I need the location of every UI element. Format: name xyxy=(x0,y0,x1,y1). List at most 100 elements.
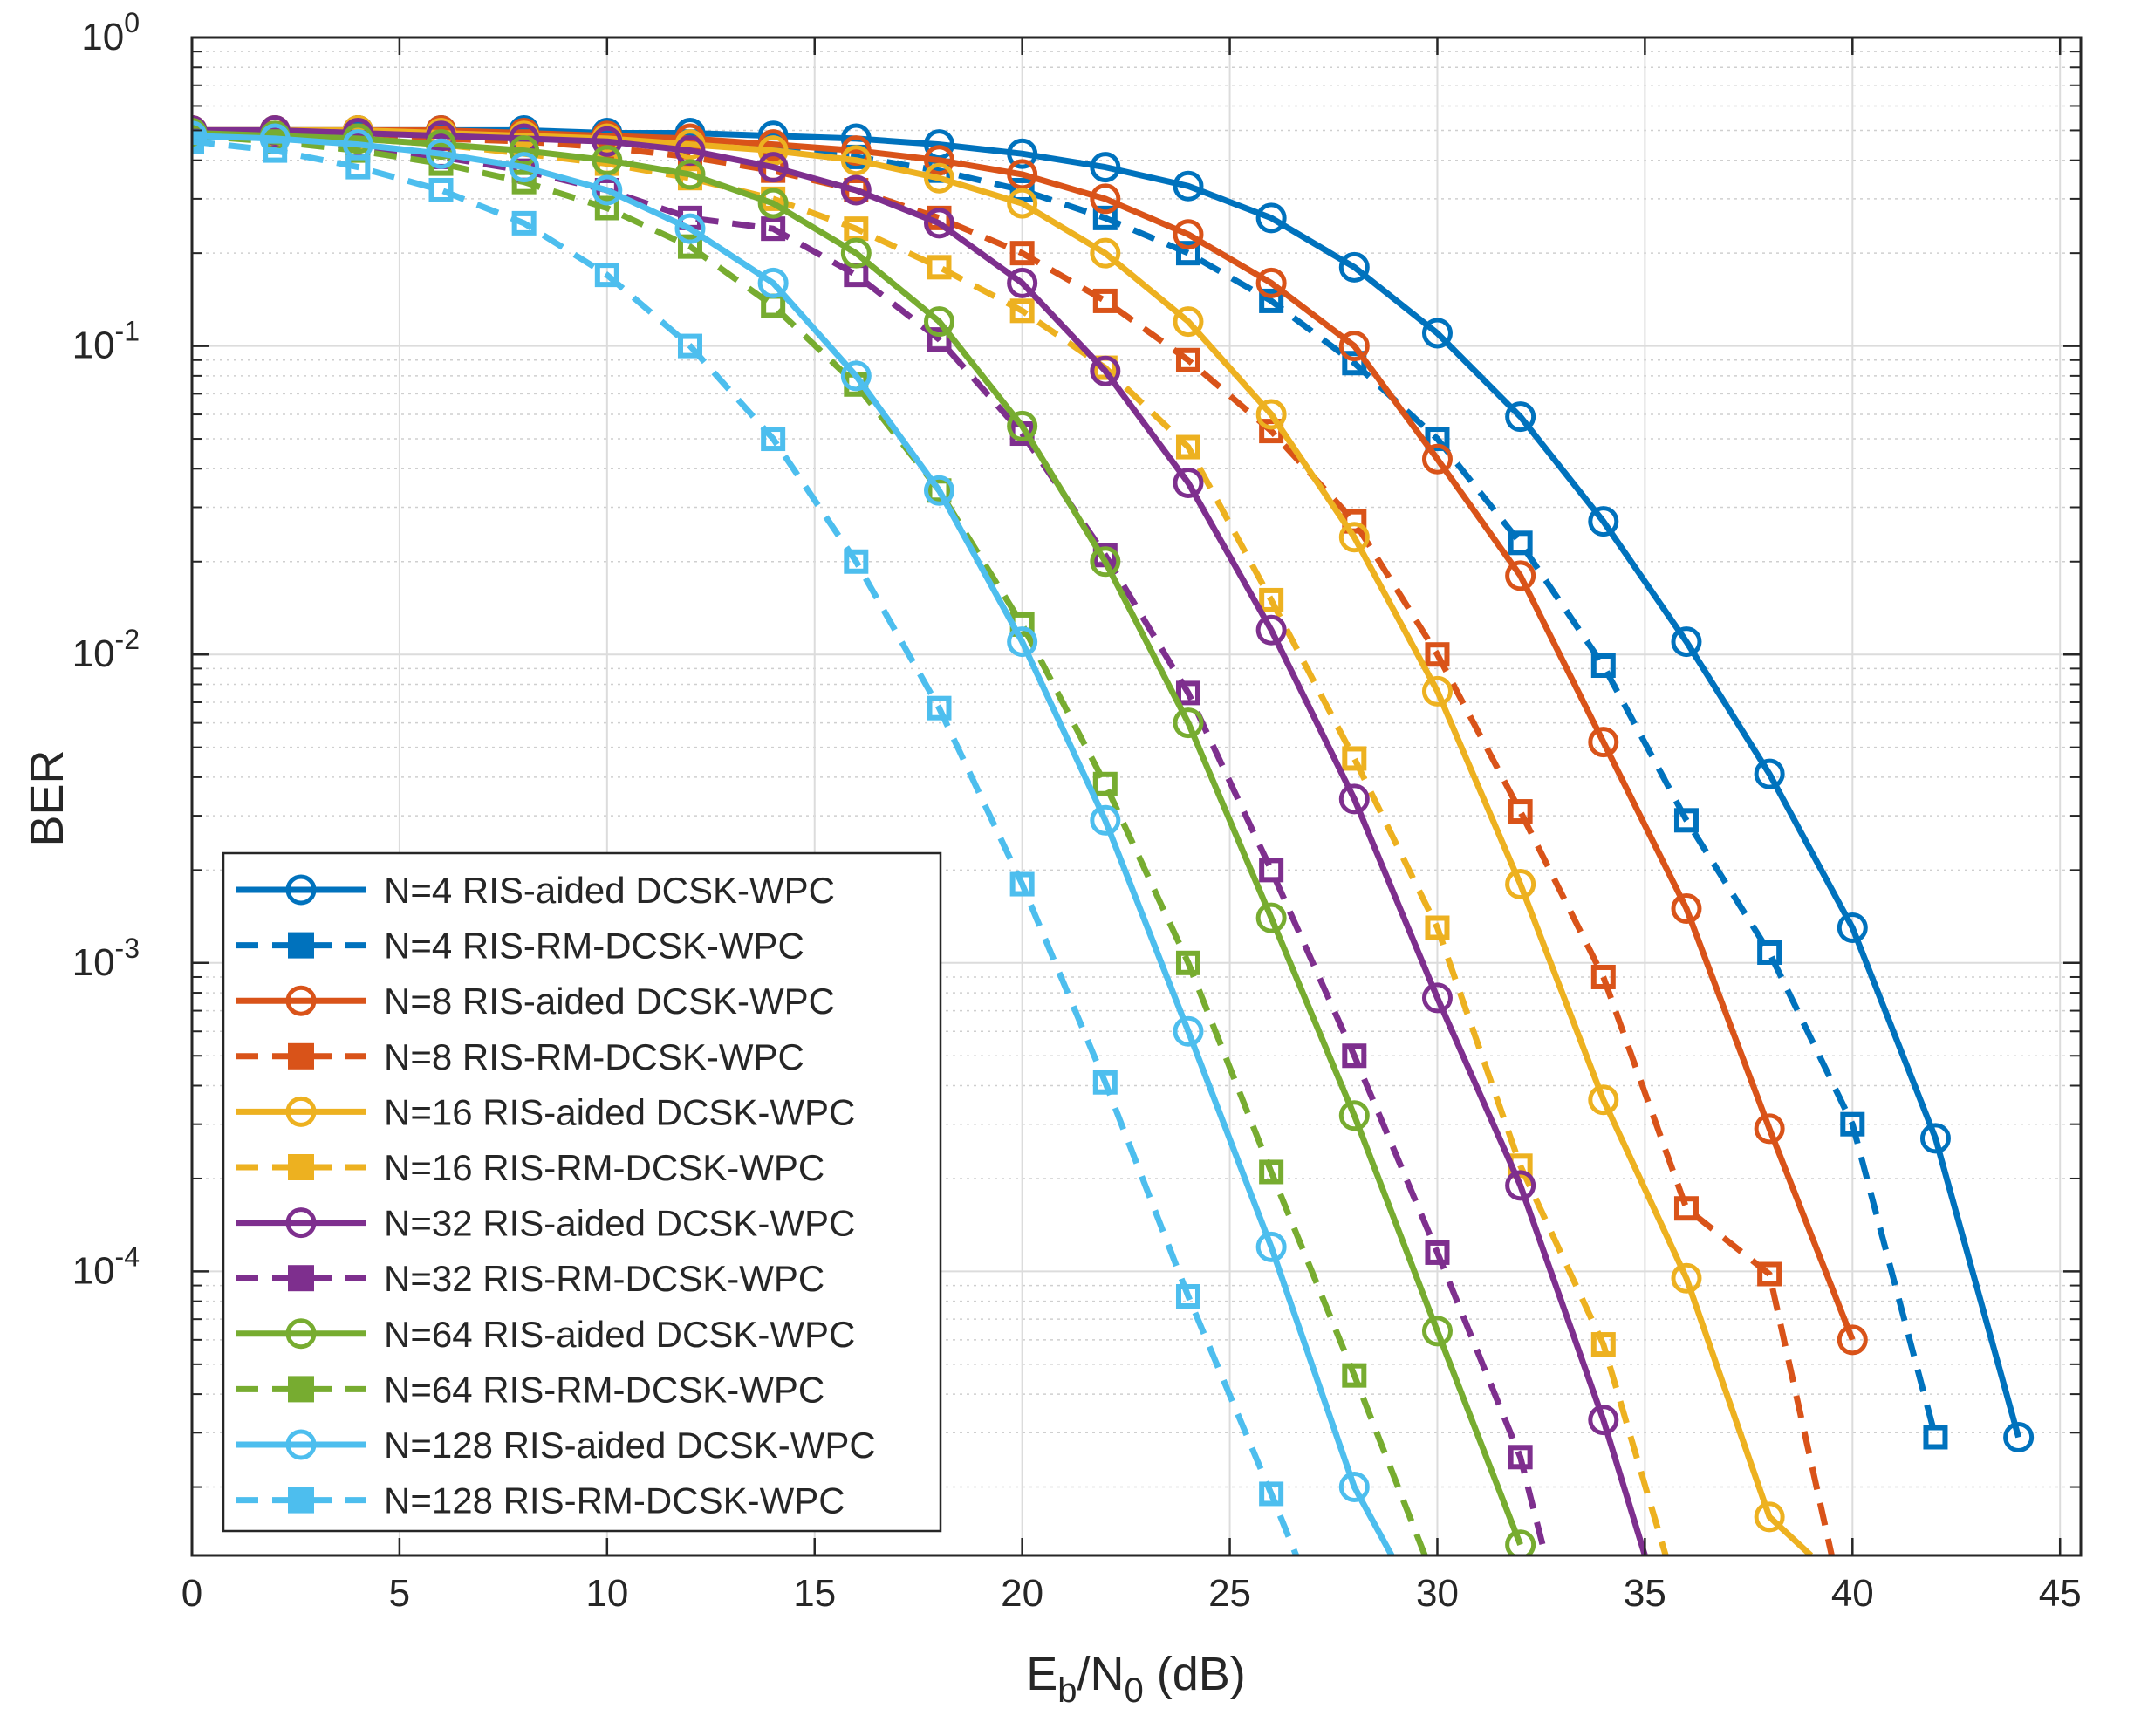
legend-item: N=128 RIS-RM-DCSK-WPC xyxy=(236,1480,845,1521)
data-point-n-8-ris-aided-dcsk-wpc xyxy=(1255,267,1287,298)
x-tick-labels: 0 5 10 15 20 25 30 35 40 45 xyxy=(181,1572,2082,1615)
series-n-128-ris-aided-dcsk-wpc xyxy=(192,120,1395,1555)
y-tick-label: 10-2 xyxy=(72,624,140,675)
x-tick-label: 30 xyxy=(1416,1572,1459,1615)
data-point-n-32-ris-rm-dcsk-wpc xyxy=(1425,1240,1450,1265)
data-point-n-128-ris-rm-dcsk-wpc xyxy=(263,138,288,163)
legend-swatch-marker xyxy=(285,1207,317,1239)
data-point-n-128-ris-aided-dcsk-wpc xyxy=(509,152,540,183)
legend: N=4 RIS-aided DCSK-WPC N=4 RIS-RM-DCSK-WP… xyxy=(222,851,942,1533)
data-point-n-32-ris-aided-dcsk-wpc xyxy=(1173,467,1204,498)
data-point-n-8-ris-rm-dcsk-wpc xyxy=(1092,288,1118,313)
y-tick-exponent: 0 xyxy=(124,7,140,38)
legend-box xyxy=(222,851,942,1533)
data-point-n-128-ris-rm-dcsk-wpc xyxy=(761,427,786,452)
legend-item: N=64 RIS-RM-DCSK-WPC xyxy=(236,1369,824,1410)
data-point-n-128-ris-rm-dcsk-wpc xyxy=(511,210,537,236)
x-tick-label: 15 xyxy=(793,1572,836,1615)
data-point-n-64-ris-rm-dcsk-wpc xyxy=(1092,771,1118,796)
data-point-n-8-ris-aided-dcsk-wpc xyxy=(1588,727,1619,758)
data-point-n-4-ris-rm-dcsk-wpc xyxy=(1259,288,1284,313)
data-point-n-16-ris-aided-dcsk-wpc xyxy=(1255,399,1287,430)
data-point-n-8-ris-aided-dcsk-wpc xyxy=(1837,1324,1868,1356)
data-point-n-64-ris-aided-dcsk-wpc xyxy=(1090,546,1121,578)
series-line-n-32-ris-aided-dcsk-wpc xyxy=(192,126,1648,1555)
data-point-n-64-ris-aided-dcsk-wpc xyxy=(1007,410,1038,441)
series-line-n-128-ris-rm-dcsk-wpc xyxy=(192,138,1299,1555)
tick-marks xyxy=(190,36,2081,1555)
data-point-n-16-ris-aided-dcsk-wpc xyxy=(923,162,954,194)
data-point-n-4-ris-rm-dcsk-wpc xyxy=(1673,808,1699,833)
legend-item: N=32 RIS-RM-DCSK-WPC xyxy=(236,1258,824,1299)
data-point-n-16-ris-rm-dcsk-wpc xyxy=(1342,746,1367,771)
data-point-n-32-ris-rm-dcsk-wpc xyxy=(1342,1043,1367,1069)
data-point-n-8-ris-rm-dcsk-wpc xyxy=(1590,964,1616,989)
y-tick-exponent: -4 xyxy=(115,1240,140,1272)
data-point-n-8-ris-aided-dcsk-wpc xyxy=(1007,159,1038,190)
data-point-n-64-ris-aided-dcsk-wpc xyxy=(1338,1100,1370,1131)
y-tick-label: 10-1 xyxy=(72,316,140,367)
data-point-n-16-ris-aided-dcsk-wpc xyxy=(1754,1501,1785,1533)
data-point-n-32-ris-aided-dcsk-wpc xyxy=(757,152,789,183)
legend-item: N=8 RIS-aided DCSK-WPC xyxy=(236,981,835,1022)
legend-item: N=16 RIS-RM-DCSK-WPC xyxy=(236,1147,824,1188)
data-point-n-64-ris-rm-dcsk-wpc xyxy=(677,234,702,259)
data-point-n-128-ris-aided-dcsk-wpc xyxy=(592,174,623,206)
data-point-n-8-ris-aided-dcsk-wpc xyxy=(1671,893,1702,925)
data-point-n-4-ris-rm-dcsk-wpc xyxy=(1092,205,1118,230)
series-group xyxy=(192,114,2035,1555)
legend-swatch-marker xyxy=(285,985,317,1016)
data-point-n-4-ris-aided-dcsk-wpc xyxy=(1173,170,1204,202)
data-point-n-8-ris-aided-dcsk-wpc xyxy=(1173,219,1204,250)
data-point-n-32-ris-rm-dcsk-wpc xyxy=(927,327,952,352)
data-point-n-8-ris-rm-dcsk-wpc xyxy=(1425,642,1450,667)
data-point-n-8-ris-aided-dcsk-wpc xyxy=(923,145,954,176)
x-tick-label: 10 xyxy=(585,1572,628,1615)
data-point-n-128-ris-aided-dcsk-wpc xyxy=(1255,1231,1287,1262)
y-tick-exponent: -1 xyxy=(115,316,140,347)
data-point-n-8-ris-aided-dcsk-wpc xyxy=(1754,1113,1785,1145)
data-point-n-128-ris-aided-dcsk-wpc xyxy=(1007,626,1038,658)
x-tick-label: 25 xyxy=(1208,1572,1251,1615)
legend-label: N=64 RIS-RM-DCSK-WPC xyxy=(384,1369,824,1410)
data-point-n-16-ris-aided-dcsk-wpc xyxy=(1090,237,1121,269)
x-tick-label: 5 xyxy=(389,1572,410,1615)
data-point-n-64-ris-rm-dcsk-wpc xyxy=(511,169,537,195)
series-line-n-64-ris-aided-dcsk-wpc xyxy=(192,130,1523,1546)
data-point-n-4-ris-rm-dcsk-wpc xyxy=(1757,940,1782,965)
data-point-n-8-ris-aided-dcsk-wpc xyxy=(840,135,872,167)
y-axis-label: BER xyxy=(21,749,73,846)
data-point-n-4-ris-aided-dcsk-wpc xyxy=(1255,202,1287,234)
data-point-n-4-ris-aided-dcsk-wpc xyxy=(1588,506,1619,537)
legend-swatch-marker xyxy=(285,874,317,906)
data-point-n-16-ris-aided-dcsk-wpc xyxy=(1505,869,1536,900)
data-point-n-64-ris-aided-dcsk-wpc xyxy=(923,306,954,338)
legend-swatch-marker xyxy=(288,932,314,959)
data-point-n-128-ris-rm-dcsk-wpc xyxy=(192,129,204,154)
data-point-n-128-ris-rm-dcsk-wpc xyxy=(927,695,952,721)
y-tick-base: 10 xyxy=(72,632,115,675)
data-point-n-32-ris-aided-dcsk-wpc xyxy=(1588,1405,1619,1436)
legend-label: N=128 RIS-aided DCSK-WPC xyxy=(384,1425,876,1466)
legend-item: N=32 RIS-aided DCSK-WPC xyxy=(236,1203,855,1244)
series-line-n-128-ris-aided-dcsk-wpc xyxy=(192,133,1395,1555)
data-point-n-64-ris-rm-dcsk-wpc xyxy=(594,195,619,221)
data-point-n-64-ris-aided-dcsk-wpc xyxy=(1505,1529,1536,1555)
data-point-n-16-ris-aided-dcsk-wpc xyxy=(1173,306,1204,338)
data-point-n-64-ris-rm-dcsk-wpc xyxy=(927,478,952,503)
x-axis-label: Eb/N0 (dB) xyxy=(1026,1648,1246,1710)
legend-label: N=8 RIS-aided DCSK-WPC xyxy=(384,981,835,1022)
data-point-n-32-ris-aided-dcsk-wpc xyxy=(1505,1170,1536,1201)
data-point-n-128-ris-rm-dcsk-wpc xyxy=(1009,871,1035,897)
data-point-n-4-ris-aided-dcsk-wpc xyxy=(1754,758,1785,789)
legend-label: N=8 RIS-RM-DCSK-WPC xyxy=(384,1036,804,1077)
data-point-n-64-ris-aided-dcsk-wpc xyxy=(1421,1316,1453,1347)
data-point-n-128-ris-rm-dcsk-wpc xyxy=(428,177,454,202)
y-tick-exponent: -2 xyxy=(115,624,140,655)
series-line-n-16-ris-rm-dcsk-wpc xyxy=(192,130,1669,1555)
data-point-n-4-ris-aided-dcsk-wpc xyxy=(1505,401,1536,433)
legend-swatch-marker xyxy=(285,1318,317,1350)
data-point-n-128-ris-aided-dcsk-wpc xyxy=(1090,804,1121,836)
data-point-n-8-ris-aided-dcsk-wpc xyxy=(1338,331,1370,362)
